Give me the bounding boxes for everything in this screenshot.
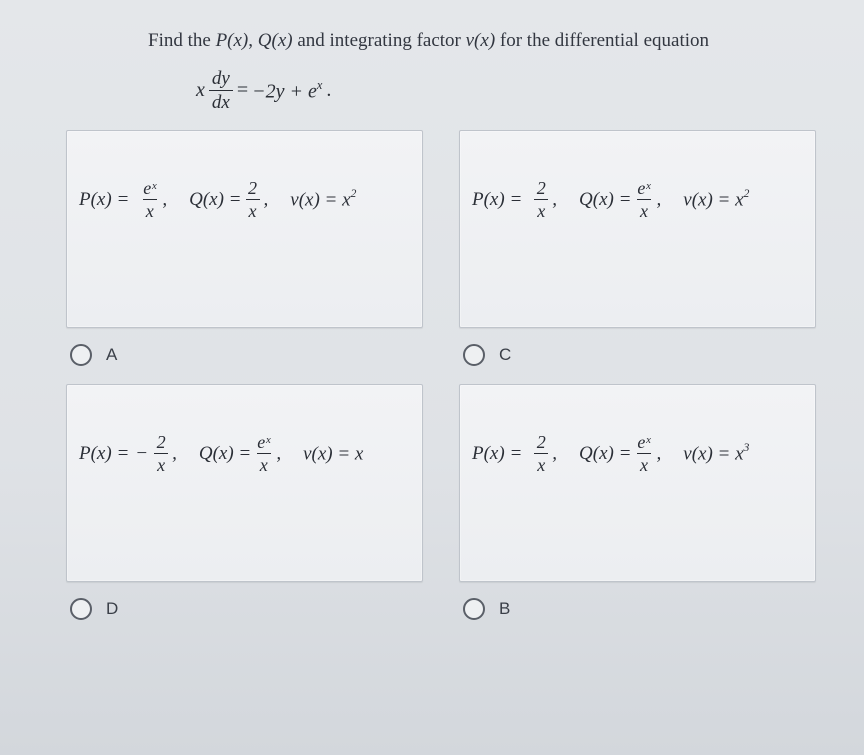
q-lhs: Q(x) = (579, 188, 631, 213)
v-base: v(x) = x (683, 443, 743, 464)
choice-label-row[interactable]: B (463, 598, 816, 620)
p-lhs: P(x) = (79, 442, 129, 467)
v-exp: 2 (744, 187, 750, 200)
sep2: , (276, 442, 281, 467)
p-den: x (154, 453, 168, 474)
eq-dy: dy (210, 69, 232, 90)
q-frac: 2 x (246, 179, 260, 220)
q-prefix: Find the (148, 30, 216, 51)
eq-rhs-exp: x (317, 78, 323, 92)
choice-b: P(x) = 2 x , Q(x) = eˣ x , v(x) = x3 (459, 384, 816, 624)
q-den: x (637, 199, 651, 220)
p-frac: eˣ x (141, 179, 158, 220)
sep2: , (264, 188, 269, 213)
choice-a: P(x) = eˣ x , Q(x) = 2 x , v(x) = x2 (66, 130, 423, 370)
choice-label-row[interactable]: A (70, 344, 423, 366)
formula: P(x) = eˣ x , Q(x) = 2 x , v(x) = x2 (79, 179, 356, 220)
v-base: v(x) = x (303, 443, 363, 464)
choice-grid: P(x) = eˣ x , Q(x) = 2 x , v(x) = x2 (66, 130, 824, 624)
p-frac: 2 x (154, 433, 168, 474)
q-qx: Q(x) (258, 30, 293, 51)
eq-x: x (196, 79, 205, 102)
choice-card[interactable]: P(x) = eˣ x , Q(x) = 2 x , v(x) = x2 (66, 130, 423, 328)
sep2: , (657, 188, 662, 213)
p-num: 2 (535, 433, 548, 453)
choice-d: P(x) = − 2 x , Q(x) = eˣ x , v(x) = x (66, 384, 423, 624)
v-expr: v(x) = x3 (683, 441, 749, 467)
q-frac: eˣ x (255, 433, 272, 474)
eq-rhs-main: −2y + e (252, 80, 317, 102)
q-den: x (246, 199, 260, 220)
p-frac: 2 x (534, 179, 548, 220)
question-text: Find the P(x), Q(x) and integrating fact… (148, 26, 824, 55)
question-page: Find the P(x), Q(x) and integrating fact… (0, 0, 864, 755)
v-exp: 2 (351, 187, 357, 200)
q-frac: eˣ x (635, 179, 652, 220)
q-vx: v(x) (466, 30, 496, 51)
p-lhs: P(x) = (472, 188, 522, 213)
choice-label-row[interactable]: C (463, 344, 816, 366)
q-num: eˣ (635, 433, 652, 453)
formula: P(x) = 2 x , Q(x) = eˣ x , v(x) = x3 (472, 433, 749, 474)
letter-d: D (106, 599, 118, 619)
sep: , (162, 188, 167, 213)
choice-label-row[interactable]: D (70, 598, 423, 620)
radio-c[interactable] (463, 344, 485, 366)
q-lhs: Q(x) = (579, 442, 631, 467)
q-num: eˣ (635, 179, 652, 199)
sep: , (172, 442, 177, 467)
v-expr: v(x) = x (303, 441, 363, 467)
radio-b[interactable] (463, 598, 485, 620)
p-num: eˣ (141, 179, 158, 199)
sep: , (552, 188, 557, 213)
eq-eq: = (237, 79, 248, 102)
choice-card[interactable]: P(x) = 2 x , Q(x) = eˣ x , v(x) = x2 (459, 130, 816, 328)
q-c1: , (248, 30, 258, 51)
p-sign: − (135, 442, 148, 467)
p-lhs: P(x) = (472, 442, 522, 467)
differential-equation: x dy dx = −2y + ex . (196, 69, 824, 112)
v-base: v(x) = x (290, 189, 350, 210)
q-frac: eˣ x (635, 433, 652, 474)
q-px: P(x) (216, 30, 249, 51)
letter-a: A (106, 345, 117, 365)
sep2: , (657, 442, 662, 467)
letter-b: B (499, 599, 510, 619)
q-lhs: Q(x) = (189, 188, 241, 213)
letter-c: C (499, 345, 511, 365)
eq-dx: dx (209, 90, 233, 112)
q-num: 2 (246, 179, 259, 199)
p-den: x (534, 453, 548, 474)
p-frac: 2 x (534, 433, 548, 474)
choice-c: P(x) = 2 x , Q(x) = eˣ x , v(x) = x2 (459, 130, 816, 370)
q-num: eˣ (255, 433, 272, 453)
p-den: x (143, 199, 157, 220)
q-lhs: Q(x) = (199, 442, 251, 467)
v-base: v(x) = x (683, 189, 743, 210)
q-den: x (637, 453, 651, 474)
q-mid: and integrating factor (297, 30, 465, 51)
eq-period: . (326, 79, 331, 102)
p-num: 2 (535, 179, 548, 199)
q-den: x (257, 453, 271, 474)
q-suffix: for the differential equation (500, 30, 709, 51)
p-den: x (534, 199, 548, 220)
eq-rhs: −2y + ex (252, 79, 322, 104)
v-expr: v(x) = x2 (683, 187, 749, 213)
eq-frac: dy dx (209, 69, 233, 112)
sep: , (552, 442, 557, 467)
p-lhs: P(x) = (79, 188, 129, 213)
v-expr: v(x) = x2 (290, 187, 356, 213)
formula: P(x) = 2 x , Q(x) = eˣ x , v(x) = x2 (472, 179, 749, 220)
v-exp: 3 (744, 441, 750, 454)
formula: P(x) = − 2 x , Q(x) = eˣ x , v(x) = x (79, 433, 363, 474)
choice-card[interactable]: P(x) = 2 x , Q(x) = eˣ x , v(x) = x3 (459, 384, 816, 582)
radio-a[interactable] (70, 344, 92, 366)
p-num: 2 (155, 433, 168, 453)
radio-d[interactable] (70, 598, 92, 620)
choice-card[interactable]: P(x) = − 2 x , Q(x) = eˣ x , v(x) = x (66, 384, 423, 582)
